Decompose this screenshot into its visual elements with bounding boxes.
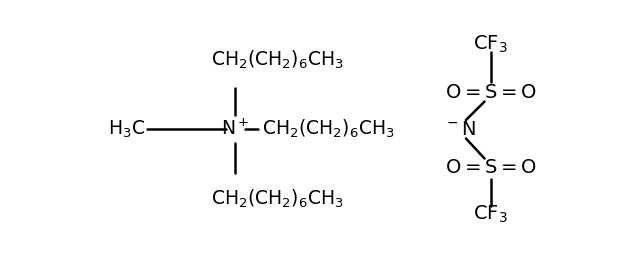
Text: CF$_3$: CF$_3$ (474, 34, 508, 55)
Text: N$^+$: N$^+$ (221, 119, 249, 139)
Text: CH$_2$(CH$_2$)$_6$CH$_3$: CH$_2$(CH$_2$)$_6$CH$_3$ (211, 49, 344, 71)
Text: O$=$S$=$O: O$=$S$=$O (445, 83, 537, 102)
Text: CF$_3$: CF$_3$ (474, 203, 508, 225)
Text: CH$_2$(CH$_2$)$_6$CH$_3$: CH$_2$(CH$_2$)$_6$CH$_3$ (211, 187, 344, 210)
Text: O$=$S$=$O: O$=$S$=$O (445, 158, 537, 177)
Text: $^-$N: $^-$N (444, 120, 476, 139)
Text: CH$_2$(CH$_2$)$_6$CH$_3$: CH$_2$(CH$_2$)$_6$CH$_3$ (262, 118, 394, 141)
Text: H$_3$C: H$_3$C (108, 119, 145, 140)
